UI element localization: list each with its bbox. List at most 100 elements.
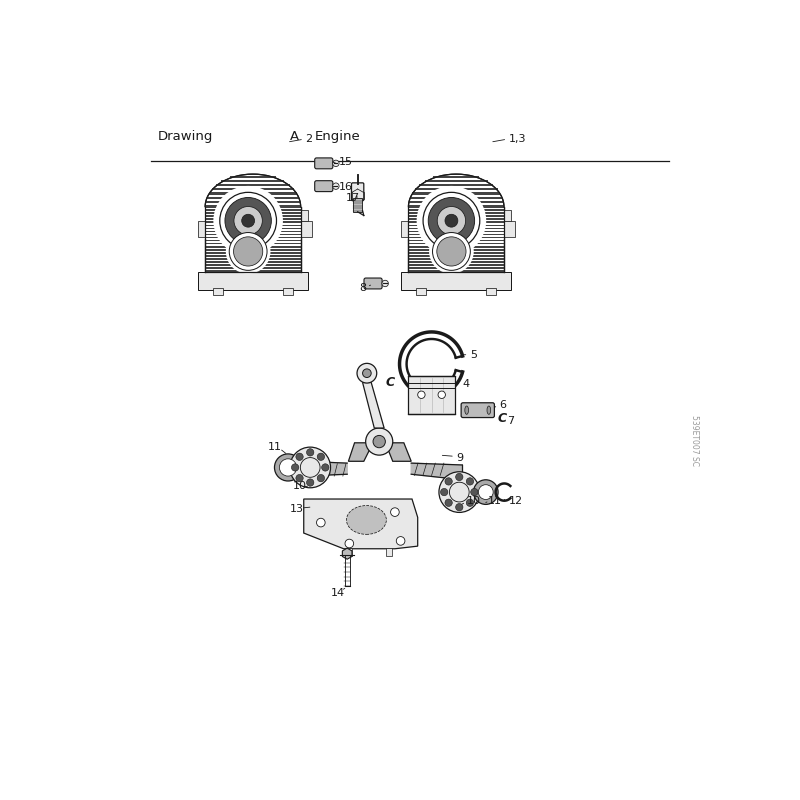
Bar xyxy=(386,547,392,556)
Circle shape xyxy=(230,233,267,270)
Circle shape xyxy=(390,508,399,517)
Circle shape xyxy=(437,237,466,266)
Bar xyxy=(205,240,301,242)
FancyBboxPatch shape xyxy=(351,183,364,201)
Bar xyxy=(410,197,502,198)
Bar xyxy=(409,240,504,242)
Bar xyxy=(486,287,496,295)
Bar xyxy=(204,206,302,239)
Text: 13: 13 xyxy=(290,504,304,514)
Bar xyxy=(409,212,504,214)
Bar xyxy=(409,206,504,208)
Bar xyxy=(206,201,300,202)
Bar xyxy=(419,184,494,186)
Bar xyxy=(205,206,301,272)
Bar xyxy=(504,210,511,221)
Bar xyxy=(409,205,504,206)
Circle shape xyxy=(474,480,498,505)
Bar xyxy=(205,249,301,250)
Ellipse shape xyxy=(487,406,490,414)
Ellipse shape xyxy=(409,174,504,239)
Circle shape xyxy=(366,428,393,455)
Bar xyxy=(416,287,426,295)
Bar xyxy=(205,243,301,245)
Bar xyxy=(301,210,308,221)
Circle shape xyxy=(428,198,474,244)
Bar xyxy=(409,267,504,269)
Bar xyxy=(205,258,301,260)
Ellipse shape xyxy=(465,406,469,414)
Text: 2: 2 xyxy=(306,134,313,144)
Bar xyxy=(205,222,301,223)
Circle shape xyxy=(433,233,470,270)
Polygon shape xyxy=(304,499,418,549)
Bar xyxy=(409,227,504,230)
Bar xyxy=(301,221,312,237)
Bar xyxy=(402,272,511,290)
Circle shape xyxy=(423,192,480,249)
Bar xyxy=(415,188,498,190)
Bar xyxy=(409,252,504,254)
Bar xyxy=(205,227,301,230)
Circle shape xyxy=(220,192,277,249)
Bar xyxy=(346,547,353,556)
Bar xyxy=(205,215,301,217)
Bar xyxy=(409,234,504,235)
Circle shape xyxy=(362,369,371,378)
Text: Drawing: Drawing xyxy=(158,130,213,142)
Polygon shape xyxy=(362,382,384,428)
Bar xyxy=(504,221,515,237)
Circle shape xyxy=(417,186,486,255)
Bar xyxy=(433,176,479,178)
Circle shape xyxy=(317,518,325,527)
Circle shape xyxy=(318,474,325,482)
Circle shape xyxy=(439,472,480,513)
Bar xyxy=(205,270,301,272)
Circle shape xyxy=(373,435,386,448)
Circle shape xyxy=(290,447,330,488)
Bar xyxy=(205,255,301,257)
Polygon shape xyxy=(349,443,373,462)
Bar xyxy=(409,230,504,232)
Circle shape xyxy=(226,229,270,274)
Bar xyxy=(205,218,301,220)
Text: 10: 10 xyxy=(293,481,307,491)
Bar xyxy=(205,210,301,211)
Circle shape xyxy=(296,474,303,482)
Bar xyxy=(409,215,504,217)
Bar xyxy=(409,258,504,260)
Bar xyxy=(205,246,301,247)
Circle shape xyxy=(296,453,303,461)
Bar xyxy=(205,212,301,214)
Circle shape xyxy=(333,183,339,190)
Bar xyxy=(409,225,504,226)
Text: 6: 6 xyxy=(499,400,506,410)
Bar xyxy=(209,193,297,194)
Circle shape xyxy=(470,489,478,496)
Bar xyxy=(206,197,299,198)
Circle shape xyxy=(478,485,493,499)
Bar xyxy=(409,206,504,272)
Circle shape xyxy=(306,449,314,456)
Text: 11: 11 xyxy=(268,442,282,452)
Text: 539ET007 SC: 539ET007 SC xyxy=(690,415,699,466)
Text: 4: 4 xyxy=(462,378,470,389)
Bar xyxy=(354,198,362,212)
Bar xyxy=(401,221,409,237)
Circle shape xyxy=(318,453,325,461)
Bar xyxy=(198,272,308,290)
Bar xyxy=(205,252,301,254)
Text: 8: 8 xyxy=(359,283,366,293)
Text: 12: 12 xyxy=(509,496,522,506)
FancyBboxPatch shape xyxy=(364,278,382,289)
Polygon shape xyxy=(386,443,411,462)
Bar xyxy=(230,176,276,178)
Bar xyxy=(409,264,504,266)
Text: 5: 5 xyxy=(470,350,477,360)
Bar xyxy=(205,234,301,235)
Circle shape xyxy=(214,186,283,255)
Text: 14: 14 xyxy=(331,588,346,598)
Ellipse shape xyxy=(346,506,386,534)
Circle shape xyxy=(445,499,452,506)
Bar xyxy=(409,255,504,257)
